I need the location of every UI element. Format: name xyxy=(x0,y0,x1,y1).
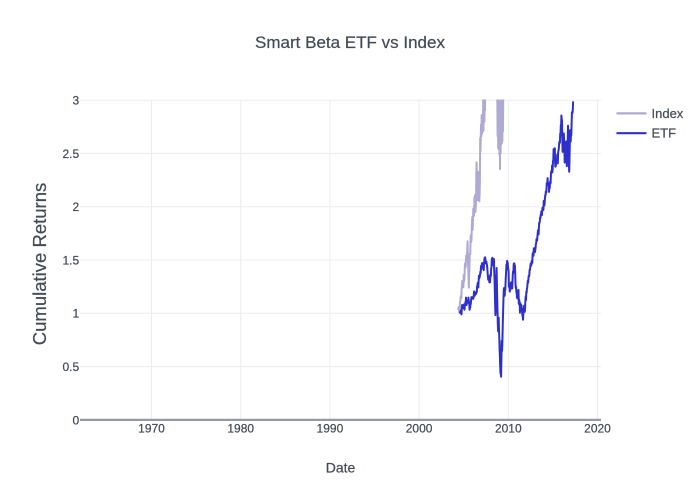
svg-text:1990: 1990 xyxy=(317,422,344,436)
svg-text:Cumulative Returns: Cumulative Returns xyxy=(29,183,50,345)
svg-text:Index: Index xyxy=(652,106,684,121)
svg-text:2000: 2000 xyxy=(406,422,433,436)
svg-text:2: 2 xyxy=(73,200,80,214)
svg-text:ETF: ETF xyxy=(652,126,677,141)
svg-text:0.5: 0.5 xyxy=(63,360,80,374)
svg-text:1980: 1980 xyxy=(227,422,254,436)
svg-text:2010: 2010 xyxy=(495,422,522,436)
svg-text:3: 3 xyxy=(73,94,80,108)
svg-text:1: 1 xyxy=(73,307,80,321)
svg-text:2020: 2020 xyxy=(584,422,611,436)
svg-text:2.5: 2.5 xyxy=(63,147,80,161)
svg-text:0: 0 xyxy=(73,413,80,427)
svg-text:Smart Beta ETF vs Index: Smart Beta ETF vs Index xyxy=(255,33,445,52)
svg-text:1970: 1970 xyxy=(138,422,165,436)
svg-text:Date: Date xyxy=(326,459,356,475)
svg-text:1.5: 1.5 xyxy=(63,253,80,267)
